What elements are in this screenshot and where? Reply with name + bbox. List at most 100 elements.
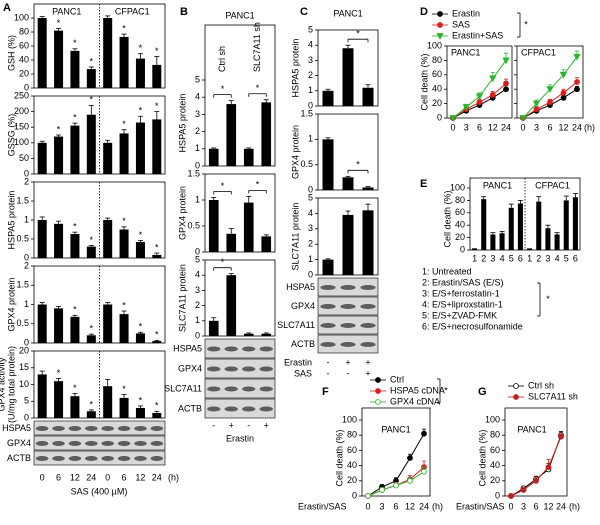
bar xyxy=(103,18,113,88)
blot-band xyxy=(340,285,356,290)
y-tick-label: 100 xyxy=(450,182,465,192)
panel-label: F xyxy=(322,386,329,398)
x-row-label: - xyxy=(347,368,350,378)
bar xyxy=(152,64,162,88)
bar xyxy=(362,187,374,190)
y-tick-label: 5 xyxy=(195,74,200,84)
bar xyxy=(342,177,354,190)
blot-band xyxy=(52,426,65,431)
blot-band xyxy=(52,441,65,446)
x-tick-label: 0 xyxy=(508,501,513,511)
point xyxy=(407,477,413,484)
bar xyxy=(499,233,505,250)
blot-strip xyxy=(33,435,166,451)
x-tick-label: 3 xyxy=(490,253,495,263)
blot-band xyxy=(242,406,256,412)
chart-title: PANC1 xyxy=(517,424,546,434)
y-tick-label: 0 xyxy=(308,269,313,279)
legend-marker xyxy=(513,383,519,389)
y-tick-label: 2 xyxy=(24,176,29,186)
bar xyxy=(152,254,162,258)
bar xyxy=(135,58,145,88)
y-tick-label: 40 xyxy=(347,460,357,470)
blot-band xyxy=(320,304,336,309)
point xyxy=(449,115,457,122)
comparison-star: * xyxy=(356,29,360,39)
y-tick-label: 1 xyxy=(24,214,29,224)
line xyxy=(510,435,562,497)
y-tick-label: 4 xyxy=(308,40,313,50)
blot-band xyxy=(320,323,336,328)
panel-label: D xyxy=(420,6,428,18)
y-axis-label: HSPA5 protein xyxy=(177,94,187,153)
blot-label: HSPA5 xyxy=(2,423,31,433)
legend-marker xyxy=(375,399,381,405)
bar xyxy=(119,133,129,174)
y-axis-label: SLC7A11 protein xyxy=(177,264,187,332)
bar xyxy=(152,119,162,174)
y-tick-label: 20 xyxy=(432,98,442,108)
point xyxy=(421,430,427,437)
x-row-label: + xyxy=(345,357,350,367)
blot-band xyxy=(68,441,82,446)
blot-band xyxy=(207,386,221,392)
blot-band xyxy=(150,456,164,461)
bar xyxy=(86,335,96,343)
y-tick-label: 1 xyxy=(308,254,313,264)
x-row-label: - xyxy=(327,357,330,367)
y-tick-label: 3 xyxy=(195,285,200,295)
significance-star: * xyxy=(90,95,94,105)
chart-title: PANC1 xyxy=(451,47,480,57)
significance-star: * xyxy=(122,23,126,33)
blot-band xyxy=(85,456,98,461)
bar xyxy=(103,304,113,343)
bar xyxy=(243,333,254,336)
y-tick-label: 1 xyxy=(308,134,313,144)
blot-band xyxy=(101,456,114,461)
significance-star: * xyxy=(90,235,94,245)
bar xyxy=(545,228,551,250)
significance-star: * xyxy=(122,216,126,226)
point xyxy=(546,86,554,94)
significance-star: * xyxy=(73,113,77,123)
blot-band xyxy=(207,406,221,412)
bar xyxy=(208,320,219,336)
y-tick-label: 5 xyxy=(195,254,200,264)
y-tick-label: 1 xyxy=(195,143,200,153)
bar xyxy=(261,102,272,166)
blot-strip xyxy=(33,420,166,436)
bar xyxy=(362,87,374,106)
plot-frame xyxy=(33,265,166,344)
point xyxy=(489,75,497,83)
blot-band xyxy=(360,304,376,309)
y-tick-label: 2 xyxy=(308,70,313,80)
point xyxy=(421,468,427,475)
y-axis-label: (U/mg total protein) xyxy=(6,346,16,423)
point xyxy=(532,100,541,108)
x-tick-label: 0 xyxy=(105,472,110,482)
bar xyxy=(54,30,64,89)
point xyxy=(533,477,539,484)
blot-band xyxy=(259,406,273,412)
x-row-name: Erastin xyxy=(284,357,312,367)
blot-strip xyxy=(33,450,166,466)
legend-label: HSPA5 cDNA xyxy=(390,385,445,395)
y-tick-label: 20 xyxy=(19,68,29,78)
y-tick-label: 0 xyxy=(437,112,442,122)
y-tick-label: 60 xyxy=(432,69,442,79)
significance-star: * xyxy=(90,324,94,334)
bar xyxy=(243,202,254,252)
blot-strip xyxy=(204,378,276,399)
y-tick-label: 250 xyxy=(14,90,29,100)
legend-note: 2: Erastin/SAS (E/S) xyxy=(422,277,504,287)
bar xyxy=(517,203,523,250)
blot-band xyxy=(224,366,238,372)
blot-label: GPX4 xyxy=(7,438,31,448)
blot-band xyxy=(85,426,98,431)
y-tick-label: 0 xyxy=(24,412,29,422)
panel-label: B xyxy=(180,6,188,18)
y-tick-label: 1.5 xyxy=(187,168,200,178)
significance-star: * xyxy=(155,330,159,340)
bar xyxy=(208,148,219,166)
bar xyxy=(70,125,80,174)
